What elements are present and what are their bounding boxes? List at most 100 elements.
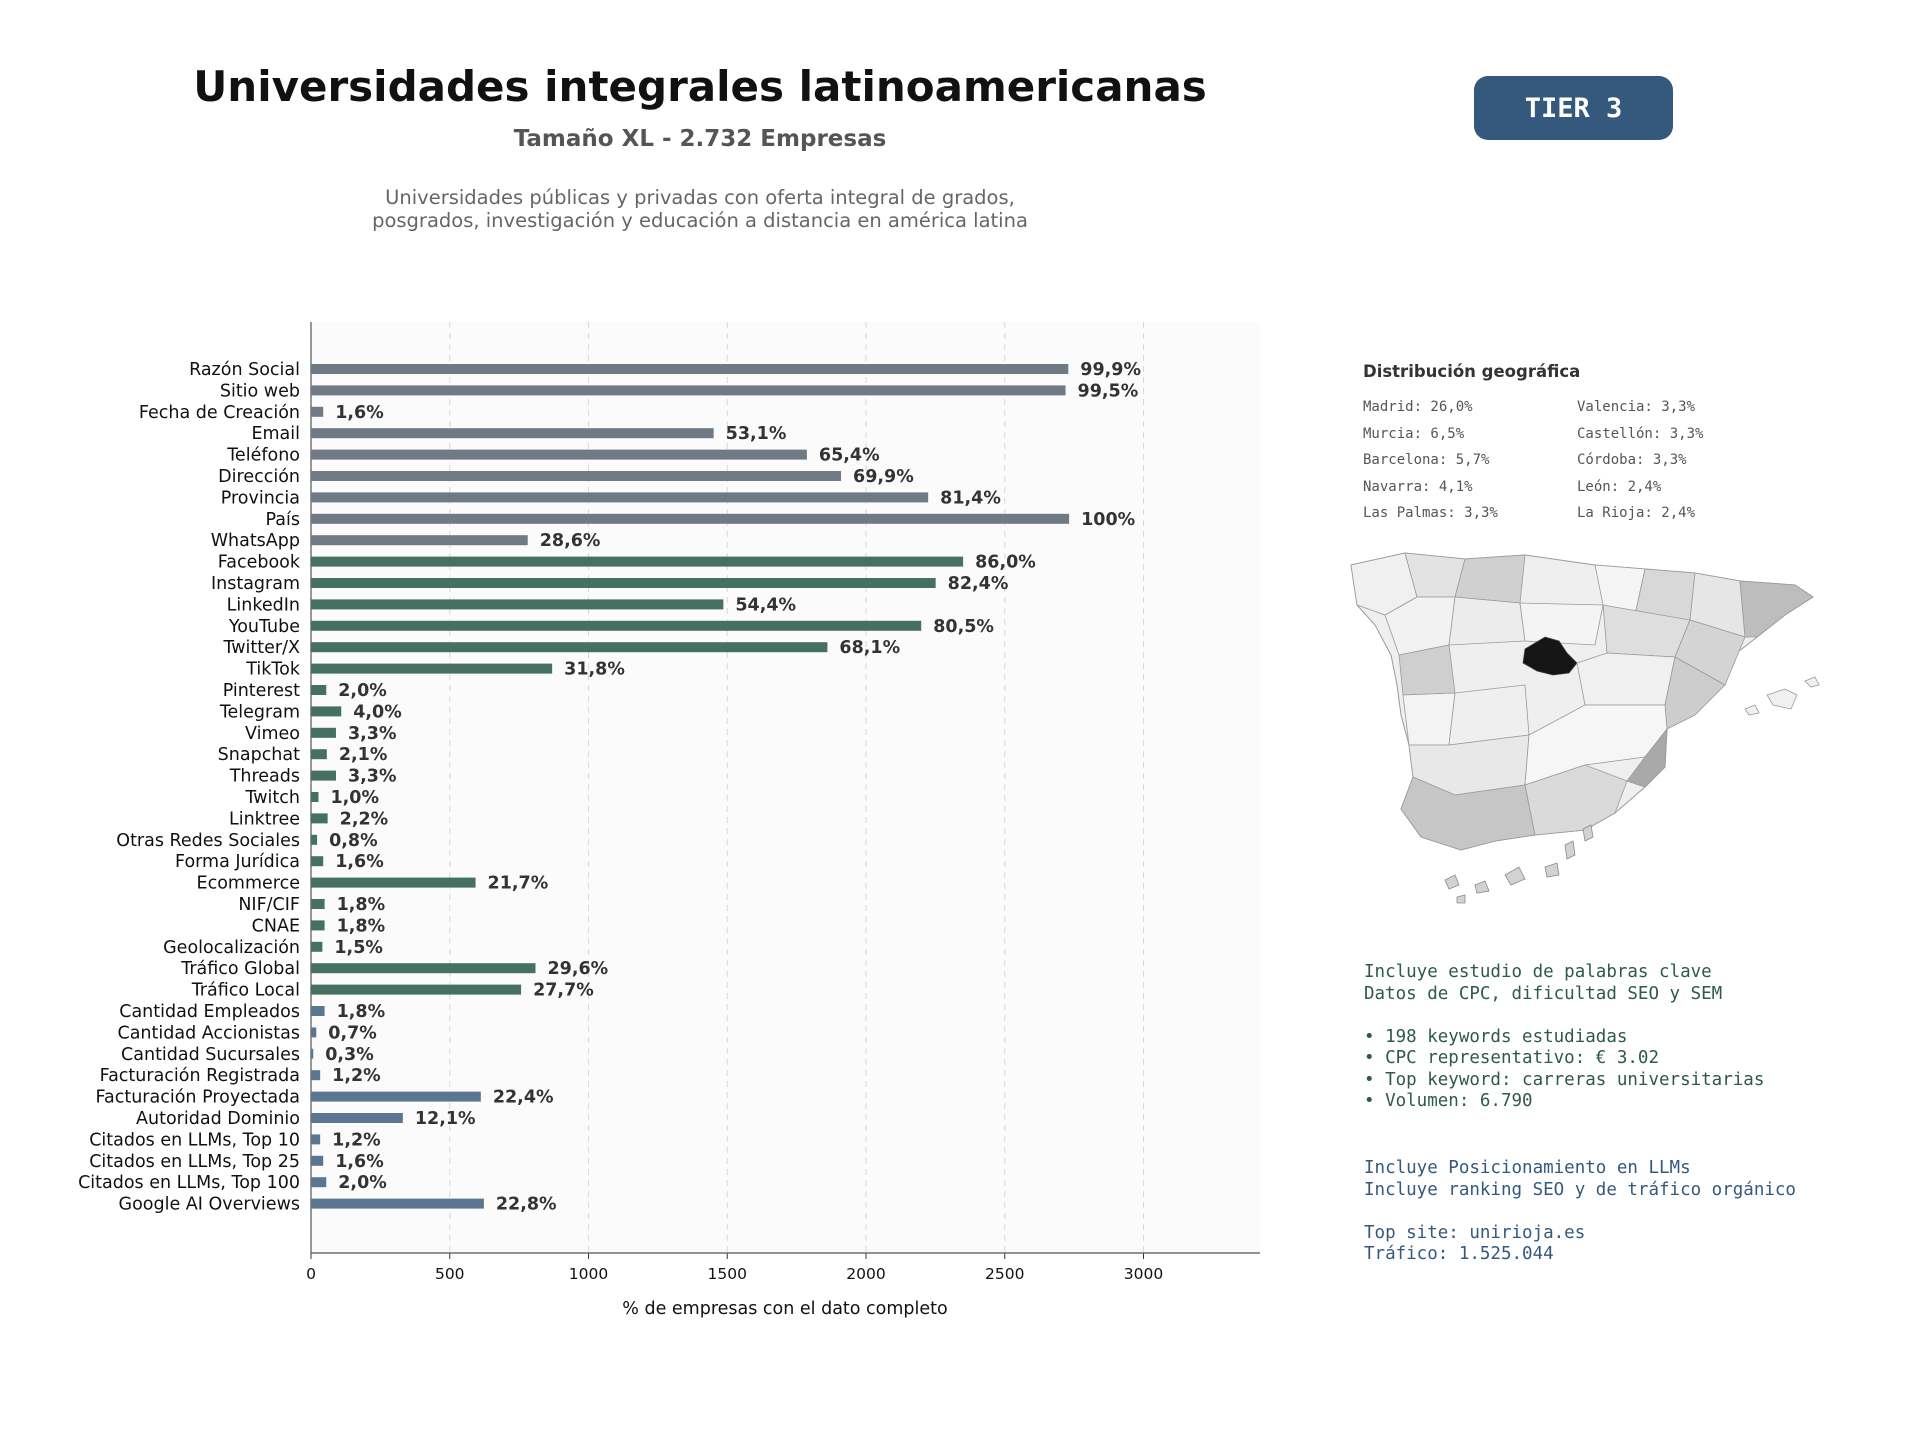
y-tick-label: Threads <box>229 767 300 787</box>
y-tick-label: YouTube <box>228 617 300 637</box>
y-tick-label: Google AI Overviews <box>119 1195 300 1215</box>
llm-line-2: Incluye ranking SEO y de tráfico orgánic… <box>1364 1179 1796 1200</box>
geo-item: Murcia: 6,5% <box>1363 425 1465 442</box>
data-label: 1,8% <box>337 916 386 936</box>
y-tick-label: CNAE <box>252 916 300 936</box>
bar <box>311 792 319 802</box>
spain-map <box>1350 552 1820 904</box>
y-tick-label: Citados en LLMs, Top 100 <box>78 1173 300 1193</box>
x-tick-label: 500 <box>435 1265 465 1283</box>
data-label: 82,4% <box>948 574 1009 594</box>
bar <box>311 492 929 503</box>
data-label: 53,1% <box>726 424 787 444</box>
y-tick-label: Razón Social <box>189 360 300 380</box>
data-label: 0,8% <box>329 831 378 851</box>
x-tick-label: 3000 <box>1124 1265 1163 1283</box>
y-tick-label: Forma Jurídica <box>175 852 300 872</box>
data-label: 29,6% <box>547 959 608 979</box>
bar <box>311 1006 325 1016</box>
data-label: 3,3% <box>348 724 397 744</box>
y-tick-label: País <box>266 510 300 530</box>
y-tick-label: Linktree <box>229 809 300 829</box>
bar <box>311 364 1069 374</box>
keywords-line-1: Incluye estudio de palabras clave <box>1364 962 1712 982</box>
bar <box>311 749 327 760</box>
geo-list: Madrid: 26,0% Valencia: 3,3% Murcia: 6,5… <box>1363 398 1793 523</box>
data-label: 1,8% <box>337 895 386 915</box>
y-tick-label: WhatsApp <box>211 531 300 551</box>
keywords-bullet: • Volumen: 6.790 <box>1364 1091 1533 1111</box>
bar <box>311 813 328 824</box>
map-region <box>1454 554 1526 604</box>
bar <box>311 513 1070 524</box>
y-tick-label: Instagram <box>211 574 300 594</box>
bar <box>311 727 336 738</box>
geo-item: Barcelona: 5,7% <box>1363 452 1490 468</box>
top-site: Top site: unirioja.es <box>1364 1222 1586 1243</box>
data-label: 1,8% <box>337 1002 386 1022</box>
keywords-bullet: • 198 keywords estudiadas <box>1364 1026 1628 1047</box>
y-tick-label: Provincia <box>221 488 300 508</box>
y-tick-label: Dirección <box>218 467 300 487</box>
bar <box>311 1048 314 1059</box>
data-label: 1,0% <box>330 788 379 808</box>
data-label: 69,9% <box>853 467 914 487</box>
bar <box>311 663 553 674</box>
geo-item: Castellón: 3,3% <box>1577 425 1704 442</box>
traffic: Tráfico: 1.525.044 <box>1364 1244 1554 1264</box>
x-tick-label: 0 <box>306 1265 316 1283</box>
balearic-islands <box>1744 676 1820 716</box>
y-tick-label: Citados en LLMs, Top 25 <box>89 1152 300 1172</box>
bar <box>311 385 1066 396</box>
data-label: 54,4% <box>735 595 796 615</box>
bar <box>311 1134 321 1145</box>
bar <box>311 984 522 995</box>
y-tick-label: TikTok <box>245 660 301 680</box>
y-tick-label: Tráfico Global <box>180 959 300 979</box>
y-tick-label: Cantidad Sucursales <box>121 1045 300 1065</box>
data-label: 2,2% <box>340 809 389 829</box>
bar <box>311 1070 321 1081</box>
y-tick-label: NIF/CIF <box>238 895 300 915</box>
data-label: 1,2% <box>332 1066 381 1086</box>
geo-item: Córdoba: 3,3% <box>1577 452 1687 468</box>
data-label: 80,5% <box>933 617 994 637</box>
map-region <box>1626 727 1668 788</box>
y-tick-label: Facturación Proyectada <box>96 1088 300 1108</box>
bar <box>311 406 324 417</box>
data-label: 27,7% <box>533 981 594 1001</box>
bar <box>311 642 828 653</box>
tier-badge: TIER 3 <box>1474 76 1673 140</box>
y-tick-label: Telegram <box>219 702 300 722</box>
llm-block: Incluye Posicionamiento en LLMs Incluye r… <box>1364 1158 1796 1266</box>
geo-item: La Rioja: 2,4% <box>1577 505 1696 521</box>
data-label: 1,6% <box>335 852 384 872</box>
x-axis-title: % de empresas con el dato completo <box>622 1299 947 1319</box>
canary-islands <box>1444 824 1594 904</box>
map-region <box>1448 684 1530 746</box>
data-label: 22,8% <box>496 1195 557 1215</box>
page-description: Universidades públicas y privadas con of… <box>0 186 1400 232</box>
map-region <box>1448 596 1526 646</box>
geo-item: Navarra: 4,1% <box>1363 478 1473 495</box>
llm-line-1: Incluye Posicionamiento en LLMs <box>1364 1158 1691 1178</box>
x-tick-label: 2500 <box>985 1265 1024 1283</box>
data-label: 2,0% <box>338 681 387 701</box>
data-label: 2,0% <box>338 1173 387 1193</box>
y-tick-label: Email <box>251 424 300 444</box>
y-tick-label: Fecha de Creación <box>139 403 300 423</box>
bar <box>311 620 922 631</box>
bar <box>311 578 936 588</box>
data-label: 1,2% <box>332 1130 381 1150</box>
y-tick-label: Cantidad Empleados <box>119 1002 300 1022</box>
map-region <box>1576 652 1676 706</box>
geo-item: Las Palmas: 3,3% <box>1363 505 1498 521</box>
bar <box>311 471 842 481</box>
y-tick-label: Tráfico Local <box>191 981 300 1001</box>
bar <box>311 899 325 909</box>
data-label: 99,9% <box>1080 360 1141 380</box>
bar <box>311 1155 324 1166</box>
y-tick-label: Facturación Registrada <box>100 1066 300 1086</box>
data-label: 4,0% <box>353 702 402 722</box>
data-label: 68,1% <box>839 638 900 658</box>
